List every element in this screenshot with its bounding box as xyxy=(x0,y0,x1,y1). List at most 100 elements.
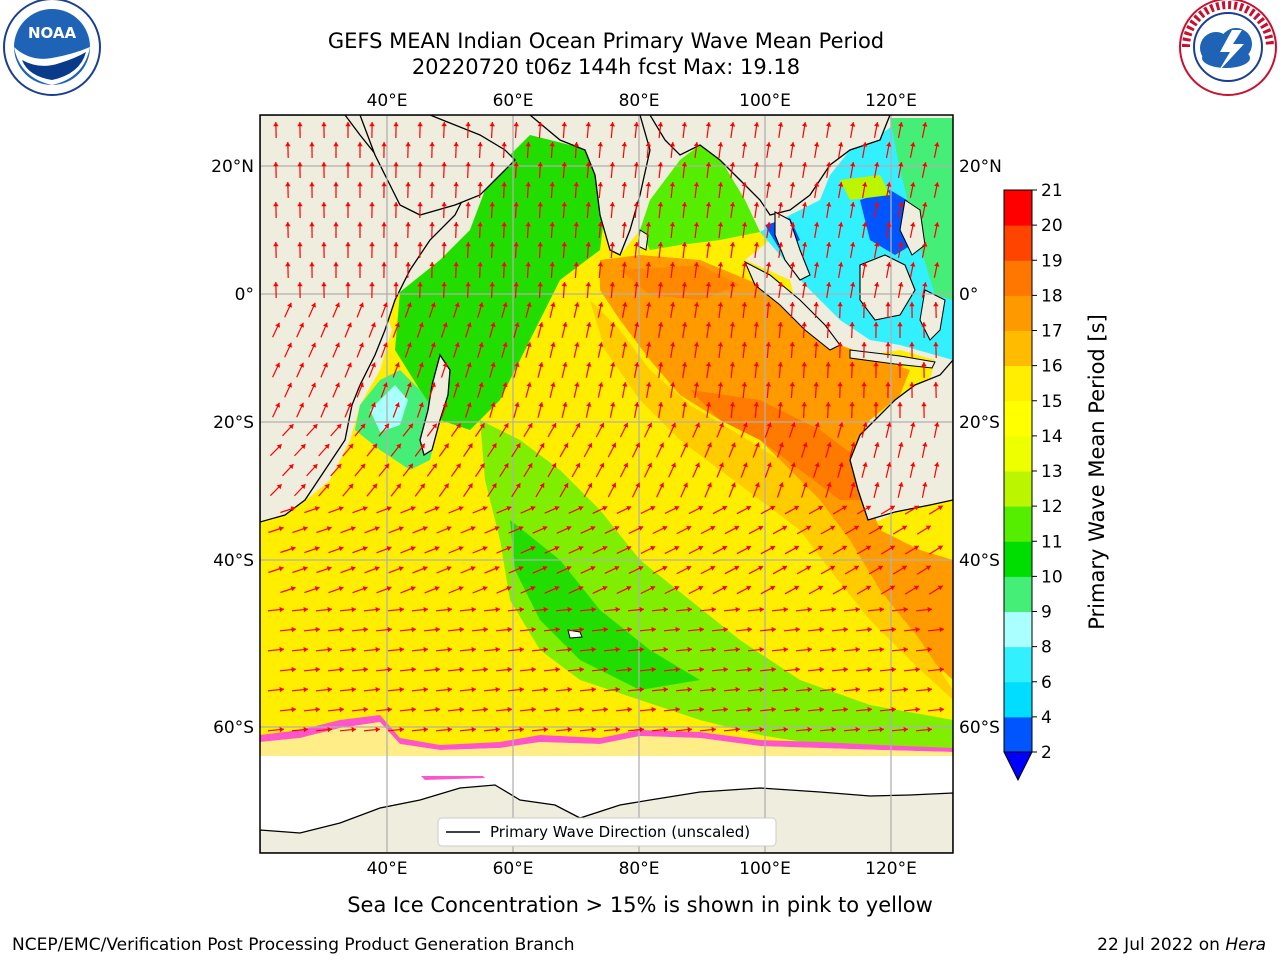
wave-arrowhead xyxy=(275,322,280,328)
wave-arrowhead xyxy=(790,422,796,428)
wave-arrowhead xyxy=(466,322,472,328)
wave-arrowhead xyxy=(819,706,824,713)
wave-arrowhead xyxy=(686,565,692,571)
wave-arrowhead xyxy=(853,525,859,531)
wave-arrowhead xyxy=(567,606,572,613)
colorbar-segment xyxy=(1004,471,1032,507)
wave-arrowhead xyxy=(646,302,652,307)
wave-arrowhead xyxy=(610,322,616,327)
wave-arrowhead xyxy=(722,545,728,551)
wave-arrowhead xyxy=(789,342,795,347)
wave-arrowhead xyxy=(913,505,919,511)
wave-arrowhead xyxy=(910,422,916,427)
wave-arrowhead xyxy=(459,666,464,673)
wave-arrowhead xyxy=(850,282,856,287)
wave-arrowhead xyxy=(695,422,700,428)
wave-arrowhead xyxy=(555,706,560,713)
wave-arrowhead xyxy=(909,302,915,307)
wave-arrowhead xyxy=(372,483,378,489)
wave-arrowhead xyxy=(670,342,676,347)
wave-arrowhead xyxy=(299,362,304,368)
wave-arrowhead xyxy=(802,282,808,287)
wave-arrowhead xyxy=(915,666,920,673)
wave-arrowhead xyxy=(789,302,795,307)
wave-arrowhead xyxy=(531,626,536,633)
wave-arrowhead xyxy=(877,565,883,571)
wave-arrowhead xyxy=(747,626,752,633)
wave-arrowhead xyxy=(302,526,308,532)
colorbar-tick-label: 13 xyxy=(1041,462,1063,482)
wave-arrowhead xyxy=(526,302,532,307)
wave-arrowhead xyxy=(910,142,916,147)
wave-arrowhead xyxy=(551,423,557,429)
wave-arrowhead xyxy=(363,706,368,713)
wave-arrowhead xyxy=(338,586,344,592)
wave-arrowhead xyxy=(323,402,328,408)
wave-arrowhead xyxy=(374,526,380,532)
wave-arrowhead xyxy=(898,482,904,487)
wave-arrowhead xyxy=(669,182,676,187)
wave-arrowhead xyxy=(675,666,680,673)
wave-arrowhead xyxy=(711,606,716,613)
map-area xyxy=(260,115,953,853)
wave-arrowhead xyxy=(695,462,700,468)
wave-arrowhead xyxy=(490,362,496,368)
wave-arrowhead xyxy=(386,506,392,512)
wave-arrowhead xyxy=(300,444,306,450)
wave-arrowhead xyxy=(674,545,680,551)
wave-arrowhead xyxy=(819,626,824,633)
wave-arrowhead xyxy=(683,442,688,448)
wave-arrowhead xyxy=(482,546,488,551)
wave-arrowhead xyxy=(465,242,471,247)
wave-arrowhead xyxy=(394,322,400,328)
wave-arrowhead xyxy=(406,382,412,388)
wave-arrowhead xyxy=(646,382,652,387)
bay-bengal-green xyxy=(640,145,760,250)
footer-left: NCEP/EMC/Verification Post Processing Pr… xyxy=(12,935,575,955)
wave-arrowhead xyxy=(698,505,704,511)
wave-arrowhead xyxy=(291,706,296,713)
arabian-green xyxy=(395,135,605,430)
wave-arrowhead xyxy=(674,585,680,591)
lat-tick: 40°S xyxy=(959,551,1000,571)
lon-tick: 60°E xyxy=(493,859,534,879)
wave-arrowhead xyxy=(393,162,399,167)
wave-arrowhead xyxy=(527,423,533,429)
wave-arrowhead xyxy=(381,142,387,147)
wave-arrowhead xyxy=(335,382,340,388)
wave-arrowhead xyxy=(399,606,404,613)
wave-arrowhead xyxy=(309,262,315,267)
wave-arrowhead xyxy=(862,182,868,187)
wave-arrowhead xyxy=(297,282,303,287)
wave-arrowhead xyxy=(327,686,332,693)
wave-arrowhead xyxy=(675,626,680,633)
colorbar-tick-label: 6 xyxy=(1041,673,1052,693)
wave-arrowhead xyxy=(506,506,512,511)
wave-arrowhead xyxy=(291,626,296,633)
colorbar-tick-label: 8 xyxy=(1041,638,1052,658)
wave-arrowhead xyxy=(489,242,495,247)
wave-arrowhead xyxy=(519,686,524,693)
wave-arrowhead xyxy=(614,526,620,531)
wave-arrowhead xyxy=(417,202,423,207)
wave-arrowhead xyxy=(444,483,449,489)
wave-arrowhead xyxy=(314,506,320,512)
wave-arrowhead xyxy=(842,585,847,591)
wave-arrowhead xyxy=(698,585,704,591)
wave-arrowhead xyxy=(312,424,318,429)
wave-arrowhead xyxy=(555,626,560,633)
wave-arrowhead xyxy=(435,666,440,673)
wave-arrowhead xyxy=(579,626,584,633)
wave-arrowhead xyxy=(585,242,591,247)
wave-arrowhead xyxy=(491,443,497,449)
wave-arrowhead xyxy=(735,646,740,653)
wave-arrowhead xyxy=(554,546,560,551)
wave-arrowhead xyxy=(790,462,796,468)
wave-arrowhead xyxy=(813,342,819,347)
wave-arrowhead xyxy=(273,282,279,287)
wave-arrowhead xyxy=(658,402,664,407)
wave-arrowhead xyxy=(384,423,389,429)
colorbar-segment xyxy=(1004,295,1032,331)
wave-arrowhead xyxy=(405,182,411,187)
wave-arrowhead xyxy=(830,525,835,531)
